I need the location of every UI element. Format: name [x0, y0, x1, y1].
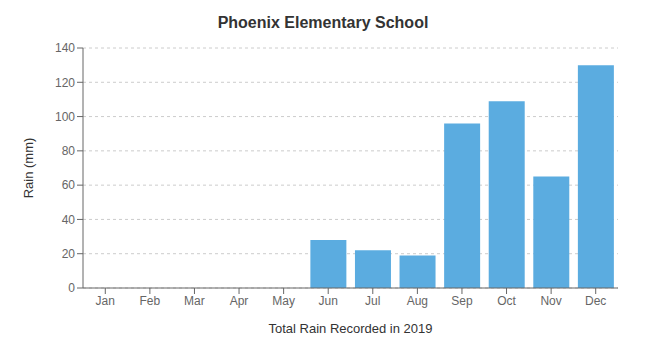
svg-text:100: 100 — [55, 110, 75, 124]
svg-text:Oct: Oct — [497, 294, 516, 308]
svg-text:Dec: Dec — [585, 294, 606, 308]
svg-text:60: 60 — [62, 178, 76, 192]
svg-text:Jun: Jun — [319, 294, 338, 308]
svg-text:80: 80 — [62, 144, 76, 158]
svg-text:Rain (mm): Rain (mm) — [21, 138, 36, 199]
svg-text:Sep: Sep — [451, 294, 473, 308]
svg-text:0: 0 — [68, 281, 75, 295]
svg-text:May: May — [272, 294, 295, 308]
svg-text:Nov: Nov — [540, 294, 561, 308]
svg-text:Jan: Jan — [96, 294, 115, 308]
svg-text:Total Rain Recorded in 2019: Total Rain Recorded in 2019 — [268, 321, 432, 336]
svg-text:20: 20 — [62, 247, 76, 261]
svg-text:40: 40 — [62, 213, 76, 227]
html-text:Phoenix Elementary School: Phoenix Elementary School — [217, 14, 429, 31]
svg-text:Feb: Feb — [140, 294, 161, 308]
svg-text:140: 140 — [55, 41, 75, 55]
svg-text:Apr: Apr — [230, 294, 249, 308]
svg-text:Mar: Mar — [184, 294, 205, 308]
svg-text:Jul: Jul — [365, 294, 380, 308]
svg-text:120: 120 — [55, 76, 75, 90]
svg-text:Aug: Aug — [407, 294, 428, 308]
